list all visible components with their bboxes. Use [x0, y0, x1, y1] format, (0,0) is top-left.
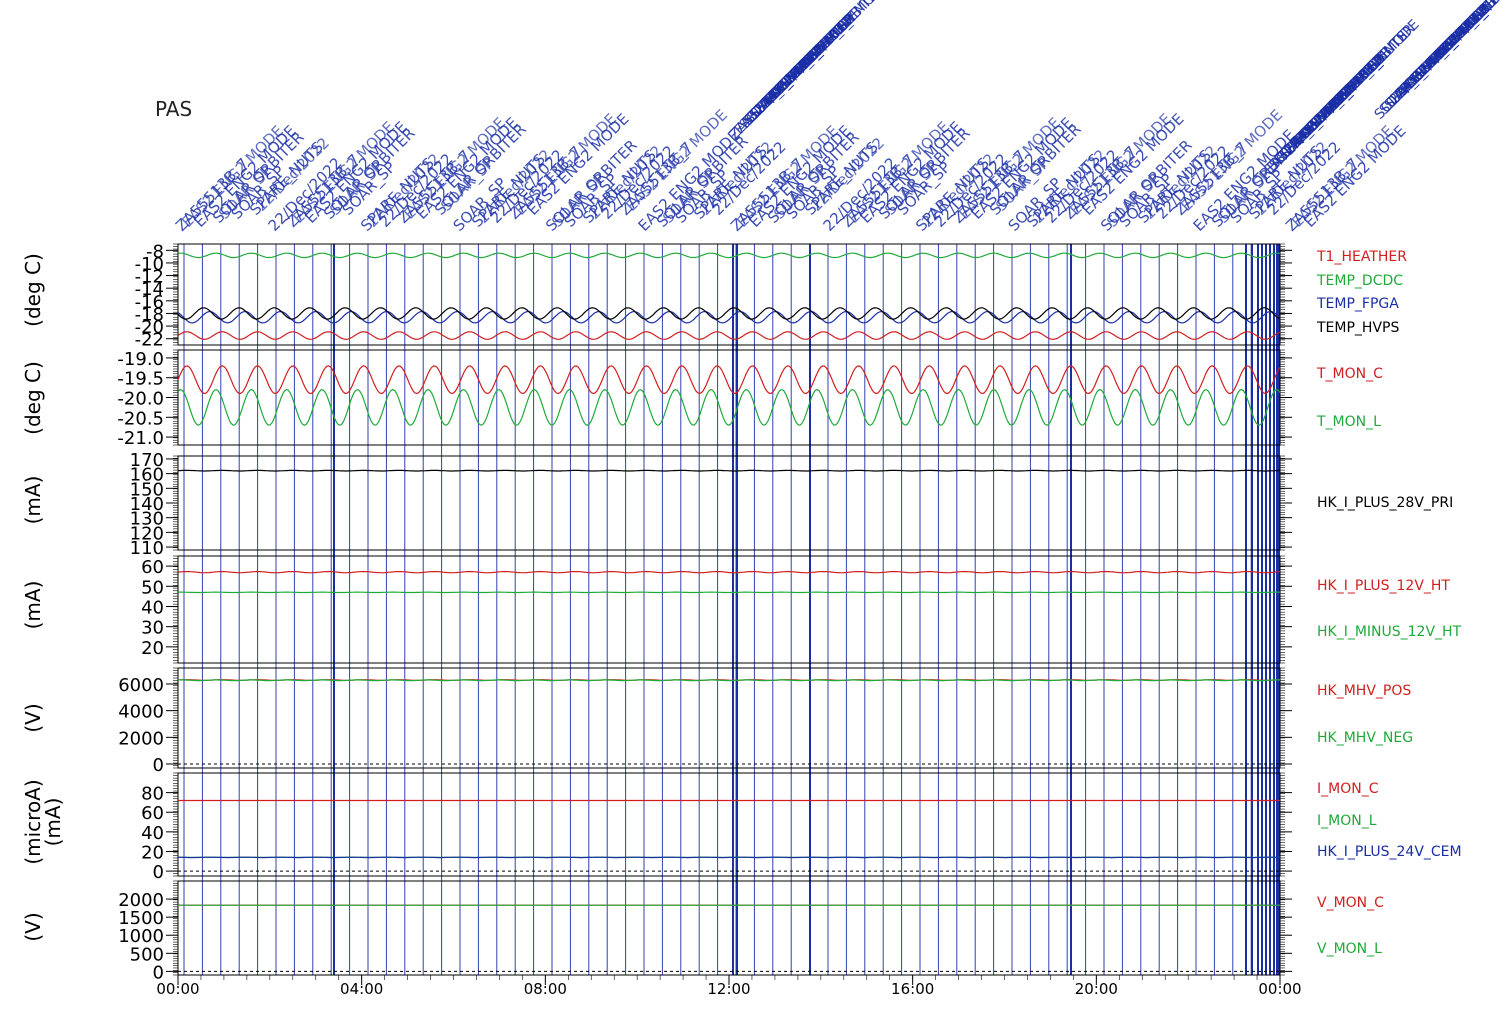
event-label: SOAR_SP — [802, 12, 858, 68]
y-tick-label: 4000 — [118, 702, 164, 723]
y-tick-label: 1500 — [118, 908, 164, 929]
y-tick-label: 130 — [130, 509, 164, 530]
legend-label: I_MON_C — [1317, 781, 1379, 797]
series-line — [177, 469, 1281, 472]
legend-label: TEMP_HVPS — [1316, 320, 1399, 336]
event-lines — [183, 244, 1280, 975]
legend-label: I_MON_L — [1317, 813, 1377, 829]
y-axis-label: (mA) — [21, 581, 45, 630]
y-tick-label: 20 — [141, 842, 164, 863]
legend-label: HK_I_MINUS_12V_HT — [1317, 624, 1462, 640]
y-axis-label: (mA) — [41, 798, 65, 847]
y-axis-label: (deg C) — [21, 361, 45, 435]
legend-label: HK_I_PLUS_12V_HT — [1317, 578, 1450, 594]
legend-label: V_MON_C — [1317, 895, 1384, 911]
y-tick-label: 80 — [141, 784, 164, 805]
y-tick-label: -20 — [135, 317, 164, 338]
y-tick-label: -12 — [135, 267, 164, 288]
legend-label: HK_I_PLUS_28V_PRI — [1317, 495, 1453, 511]
y-axis-label: (microA) — [21, 779, 45, 864]
legend-label: HK_MHV_NEG — [1317, 730, 1413, 746]
y-tick-label: 30 — [141, 618, 164, 639]
y-tick-label: -19.5 — [117, 369, 164, 390]
y-tick-label: 1000 — [118, 926, 164, 947]
y-tick-label: -14 — [135, 279, 164, 300]
panel-5: 6000 4000 2000 0 (V) HK_MHV_POS HK_MHV_NEG — [21, 667, 1413, 776]
y-tick-label: -10 — [135, 254, 164, 275]
series-line — [177, 307, 1281, 320]
y-tick-label: 110 — [130, 538, 164, 559]
y-tick-label: -22 — [135, 330, 164, 351]
y-tick-label: -20.5 — [117, 408, 164, 429]
y-tick-label: 2000 — [118, 890, 164, 911]
legend-label: HK_MHV_POS — [1317, 683, 1411, 699]
series-line — [177, 679, 1281, 682]
y-tick-label: -8 — [146, 241, 164, 262]
y-axis-label: (V) — [21, 703, 45, 732]
y-tick-label: 0 — [153, 755, 164, 776]
y-tick-label: -19.0 — [117, 349, 164, 370]
instrument-label: PAS — [155, 97, 193, 121]
x-tick-label: 12:00 — [707, 980, 750, 998]
x-tick-label: 08:00 — [524, 980, 567, 998]
y-tick-label: 120 — [130, 523, 164, 544]
y-tick-label: 160 — [130, 465, 164, 486]
panel-frame — [177, 772, 1281, 877]
panel-frame — [177, 880, 1281, 976]
legend-label: T1_HEATHER — [1316, 249, 1407, 265]
y-tick-label: 60 — [141, 557, 164, 578]
legend-label: HK_I_PLUS_24V_CEM — [1317, 844, 1462, 860]
series-line — [177, 331, 1281, 340]
panel-1: -8-10-12-14-16-18-20-22 (deg C) T1_HEATHER… — [21, 241, 1407, 350]
y-tick-label: 170 — [130, 450, 164, 471]
y-tick-label: 60 — [141, 803, 164, 824]
legend-label: TEMP_DCDC — [1316, 273, 1403, 289]
series-line — [177, 570, 1281, 574]
y-tick-label: 150 — [130, 479, 164, 500]
legend-label: V_MON_L — [1317, 941, 1382, 957]
y-tick-label: 6000 — [118, 675, 164, 696]
y-tick-label: 2000 — [118, 728, 164, 749]
x-axis: 00:00 04:00 08:00 12:00 16:00 20:00 00:00 — [156, 975, 1302, 998]
x-tick-label: 00:00 — [1258, 980, 1301, 998]
y-axis-label: (mA) — [21, 476, 45, 525]
x-tick-label: 04:00 — [340, 980, 383, 998]
y-tick-label: -18 — [135, 304, 164, 325]
y-tick-label: -21.0 — [117, 428, 164, 449]
y-tick-label: 20 — [141, 638, 164, 659]
y-tick-label: -16 — [135, 292, 164, 313]
series-line — [177, 365, 1281, 395]
y-axis-label: (deg C) — [21, 253, 45, 327]
y-tick-label: 0 — [153, 962, 164, 983]
panel-2: -19.0-19.5-20.0-20.5-21.0 (deg C) T_MON_C T… — [21, 349, 1383, 449]
y-tick-label: 40 — [141, 597, 164, 618]
legend-label: T_MON_L — [1316, 414, 1381, 430]
legend-label: T_MON_C — [1316, 366, 1383, 382]
x-tick-label: 16:00 — [891, 980, 934, 998]
series-line — [177, 252, 1281, 259]
y-axis-label: (V) — [21, 912, 45, 941]
event-label: 22/Dec/2022 — [1447, 0, 1512, 48]
panel-frame — [177, 243, 1281, 346]
y-tick-label: 500 — [130, 944, 164, 965]
x-tick-label: 20:00 — [1075, 980, 1118, 998]
legend-label: TEMP_FPGA — [1316, 296, 1399, 312]
x-tick-label: 00:00 — [156, 980, 199, 998]
panel-frame — [177, 667, 1281, 769]
y-tick-label: -20.0 — [117, 389, 164, 410]
series-line — [177, 388, 1281, 426]
y-tick-label: 50 — [141, 577, 164, 598]
y-tick-label: 140 — [130, 494, 164, 515]
y-tick-label: 40 — [141, 823, 164, 844]
panel-frame — [177, 349, 1281, 446]
y-tick-label: 0 — [153, 862, 164, 883]
